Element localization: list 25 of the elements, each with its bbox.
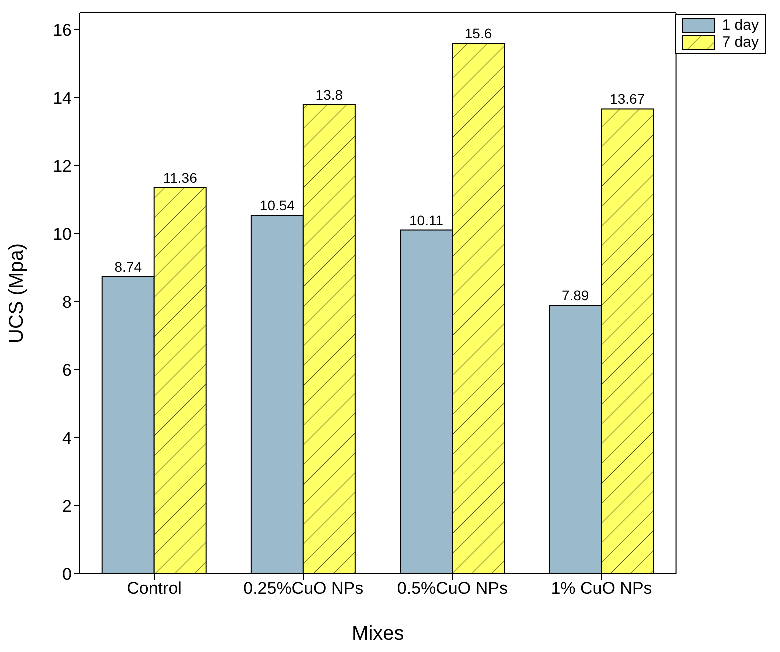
- y-tick-label: 0: [62, 565, 72, 584]
- legend-label: 1 day: [722, 17, 759, 34]
- legend-label: 7 day: [722, 34, 759, 51]
- x-tick-label: 0.25%CuO NPs: [244, 579, 364, 598]
- data-label: 15.6: [464, 26, 492, 42]
- data-label: 7.89: [562, 288, 590, 304]
- data-label: 8.74: [114, 258, 142, 275]
- y-tick-label: 16: [53, 21, 72, 40]
- x-tick-label: Control: [127, 579, 182, 598]
- y-tick-label: 14: [53, 89, 72, 108]
- x-axis-title: Mixes: [352, 623, 404, 645]
- y-tick-label: 6: [62, 361, 72, 380]
- data-label: 13.67: [610, 91, 646, 108]
- y-tick-label: 10: [53, 225, 72, 244]
- x-tick-label: 0.5%CuO NPs: [397, 579, 508, 598]
- x-tick-label: 1% CuO NPs: [551, 579, 652, 598]
- y-tick-label: 2: [62, 497, 72, 516]
- data-label: 10.11: [410, 212, 444, 228]
- y-tick-label: 12: [53, 157, 72, 176]
- data-label: 10.54: [260, 198, 296, 214]
- y-tick-label: 4: [62, 429, 72, 448]
- y-axis-title: UCS (Mpa): [6, 243, 28, 344]
- data-label: 13.8: [316, 86, 344, 103]
- data-label: 11.36: [163, 170, 198, 186]
- y-tick-label: 8: [62, 293, 72, 312]
